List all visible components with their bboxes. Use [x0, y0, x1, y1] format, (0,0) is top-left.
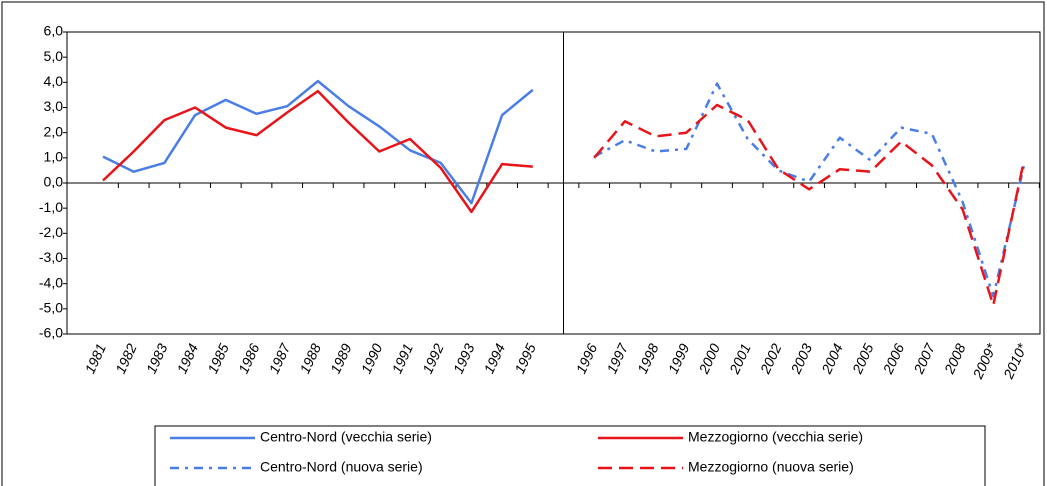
series-line — [593, 103, 1026, 307]
x-tick-label: 1997 — [603, 340, 631, 376]
x-tick-label: 1991 — [388, 341, 416, 376]
x-tick-label: 1996 — [573, 341, 601, 376]
x-tick-label: 2009* — [969, 341, 1000, 382]
y-tick-label: -2,0 — [39, 224, 63, 240]
y-tick-label: 4,0 — [44, 73, 64, 89]
x-tick-label: 1983 — [143, 341, 171, 376]
x-tick-label: 1992 — [419, 341, 447, 376]
x-tick-label: 2002 — [756, 341, 784, 377]
legend-label: Mezzogiorno (vecchia serie) — [688, 429, 863, 445]
x-tick-label: 2005 — [848, 341, 876, 377]
x-tick-label: 1998 — [634, 341, 662, 376]
x-tick-label: 1988 — [296, 341, 324, 376]
x-tick-label: 1993 — [450, 341, 478, 376]
y-tick-label: 6,0 — [44, 23, 64, 39]
x-tick-label: 2003 — [787, 341, 815, 377]
x-tick-label: 1984 — [174, 341, 202, 376]
x-tick-label: 1999 — [665, 341, 693, 376]
y-tick-label: -1,0 — [39, 199, 63, 215]
x-tick-label: 2001 — [726, 341, 754, 377]
y-tick-label: -6,0 — [39, 325, 63, 341]
x-tick-label: 1990 — [358, 341, 386, 376]
y-tick-label: 1,0 — [44, 149, 64, 165]
x-tick-label: 1989 — [327, 341, 355, 376]
y-tick-label: -3,0 — [39, 249, 63, 265]
x-tick-label: 2004 — [818, 341, 846, 377]
x-tick-label: 1982 — [112, 341, 140, 376]
series-line — [593, 82, 1026, 298]
y-tick-label: 5,0 — [44, 48, 64, 64]
legend-label: Mezzogiorno (nuova serie) — [688, 459, 854, 475]
x-tick-label: 1986 — [235, 341, 263, 376]
y-tick-label: 0,0 — [44, 174, 64, 190]
x-tick-label: 2008 — [941, 341, 969, 377]
x-tick-label: 2006 — [879, 341, 907, 377]
series-line — [102, 89, 533, 214]
y-tick-label: -4,0 — [39, 274, 63, 290]
y-tick-label: -5,0 — [39, 300, 63, 316]
y-tick-label: 3,0 — [44, 98, 64, 114]
legend-label: Centro-Nord (nuova serie) — [260, 459, 423, 475]
x-tick-label: 1985 — [204, 341, 232, 376]
x-tick-label: 2007 — [910, 340, 939, 377]
legend-box — [154, 425, 986, 486]
legend-label: Centro-Nord (vecchia serie) — [260, 429, 432, 445]
x-tick-label: 2010* — [1000, 341, 1031, 382]
x-tick-label: 1994 — [481, 341, 509, 376]
x-tick-label: 1987 — [266, 340, 294, 376]
x-tick-label: 1981 — [81, 341, 109, 376]
x-tick-label: 1995 — [511, 341, 539, 376]
x-tick-label: 2000 — [695, 341, 723, 377]
series-line — [102, 79, 534, 205]
y-tick-label: 2,0 — [44, 123, 64, 139]
